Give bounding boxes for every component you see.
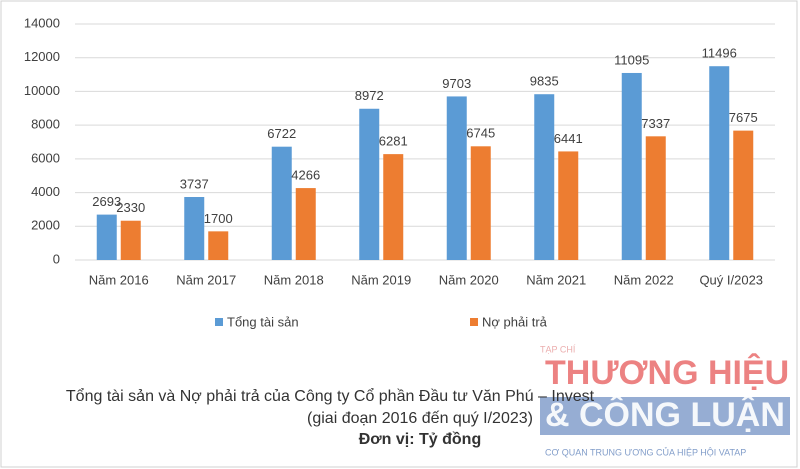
bar [470,146,491,260]
bar [709,66,730,260]
bar [645,136,666,260]
legend-swatch [215,318,223,326]
data-label: 2330 [116,200,145,215]
bar [558,151,579,260]
bar [733,130,754,260]
data-label: 6441 [554,131,583,146]
y-tick-label: 4000 [31,184,60,199]
data-label: 1700 [204,211,233,226]
bar [120,220,141,260]
bar [96,214,117,260]
data-label: 3737 [180,176,209,191]
bar [359,108,380,260]
bar [621,72,642,260]
data-label: 2693 [92,194,121,209]
bar [446,96,467,260]
unit-note: Đơn vị: Tỷ đồng [359,431,481,448]
y-tick-label: 10000 [24,83,60,98]
y-tick-label: 14000 [24,15,60,30]
x-tick-label: Năm 2021 [526,272,586,287]
data-label: 6745 [466,126,495,141]
x-tick-label: Năm 2020 [439,272,499,287]
x-tick-label: Năm 2019 [351,272,411,287]
watermark-line1: THƯƠNG HIỆU [545,354,789,392]
data-label: 6281 [379,134,408,149]
legend-swatch [470,318,478,326]
data-label: 7675 [729,110,758,125]
y-tick-label: 8000 [31,117,60,132]
x-tick-label: Năm 2016 [89,272,149,287]
data-label: 9703 [442,76,471,91]
watermark: TẠP CHÍ THƯƠNG HIỆU & CÔNG LUẬN CƠ QUAN … [540,344,790,457]
y-tick-label: 2000 [31,218,60,233]
y-tick-label: 6000 [31,150,60,165]
legend-label: Nợ phải trả [482,314,548,329]
chart-subtitle: (giai đoạn 2016 đến quý I/2023) [307,410,533,427]
legend-label: Tổng tài sản [227,314,299,329]
watermark-line2: & CÔNG LUẬN [545,395,785,434]
data-label: 6722 [267,126,296,141]
bar [208,231,229,260]
chart-title: Tổng tài sản và Nợ phải trả của Công ty … [66,387,595,405]
y-tick-label: 12000 [24,49,60,64]
x-tick-label: Quý I/2023 [699,272,763,287]
bar [534,94,555,261]
data-label: 4266 [291,168,320,183]
bar [383,154,404,260]
watermark-band [540,397,790,435]
data-label: 9835 [530,74,559,89]
watermark-tagline: CƠ QUAN TRUNG ƯƠNG CỦA HIỆP HỘI VATAP [545,446,746,457]
watermark-kicker: TẠP CHÍ [540,344,576,354]
data-label: 7337 [641,116,670,131]
x-tick-label: Năm 2022 [614,272,674,287]
x-tick-label: Năm 2017 [176,272,236,287]
bar [295,188,316,260]
x-tick-label: Năm 2018 [264,272,324,287]
data-label: 11095 [614,52,649,67]
bar [184,197,205,260]
bar [271,146,292,260]
data-label: 8972 [355,88,384,103]
data-label: 11496 [702,46,737,61]
y-tick-label: 0 [53,251,60,266]
